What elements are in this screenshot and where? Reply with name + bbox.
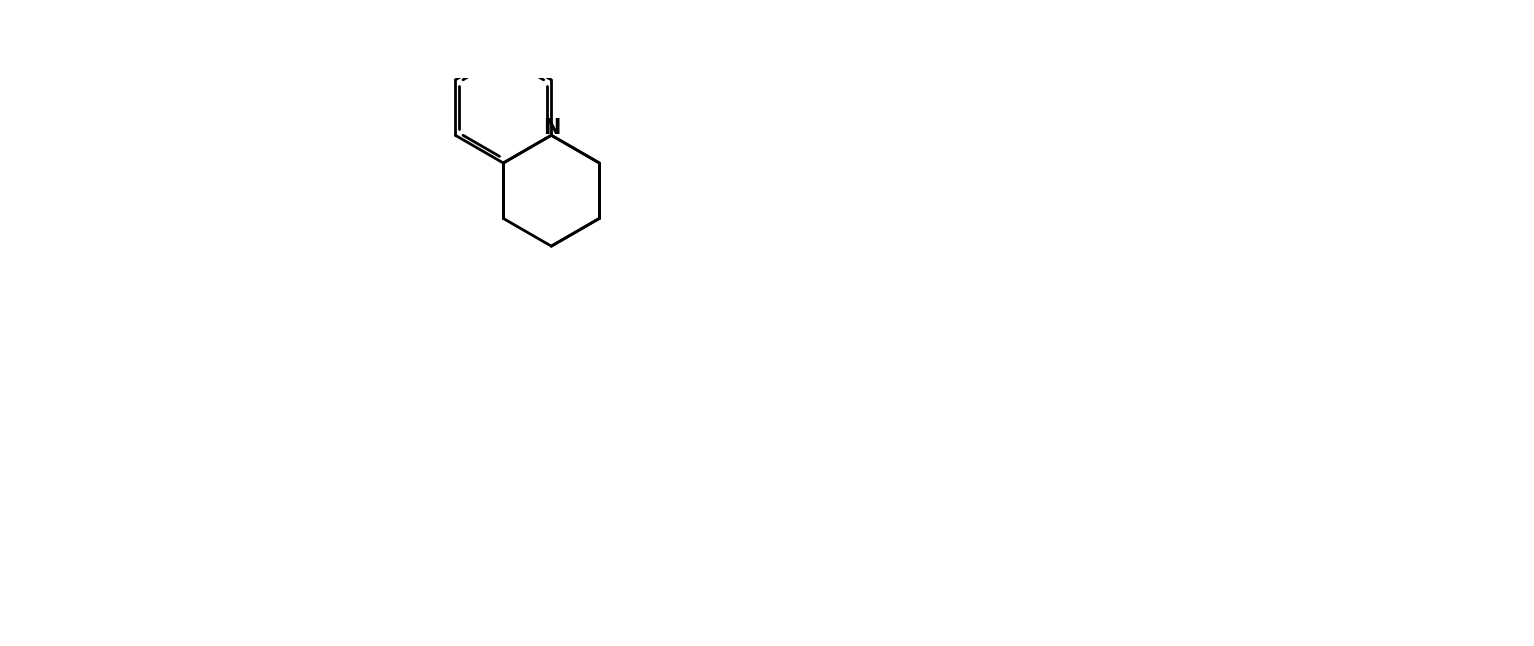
Text: N: N — [543, 118, 560, 138]
